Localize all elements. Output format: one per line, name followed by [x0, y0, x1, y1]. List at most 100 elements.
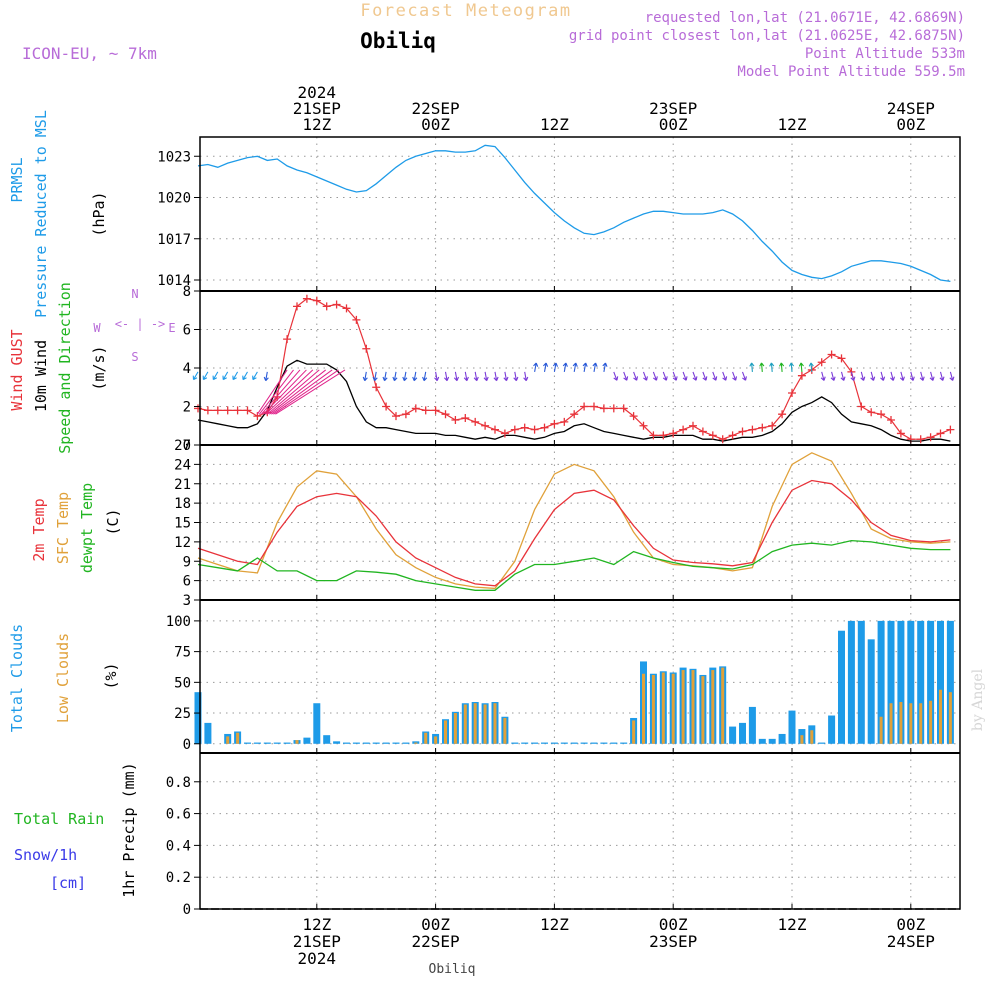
gust-point — [411, 404, 420, 413]
y-tick-label: 1023 — [157, 149, 191, 165]
bottom-time-label: 22SEP — [412, 932, 460, 951]
total-clouds-bar — [194, 692, 202, 744]
total-clouds-bar — [768, 738, 776, 744]
y-tick-label: 1014 — [157, 273, 191, 289]
total-clouds-bar — [828, 715, 836, 744]
gust-point — [639, 421, 648, 430]
total-clouds-bar — [352, 742, 360, 744]
total-clouds-bar — [531, 742, 539, 744]
wind-direction-arrow — [830, 371, 836, 381]
gust-point — [352, 315, 361, 324]
gust-point — [401, 410, 410, 419]
wind-direction-arrow — [623, 371, 629, 381]
wind-direction-arrow — [949, 371, 955, 381]
point-altitude: Point Altitude 533m — [805, 46, 965, 62]
wind-hatch-line — [259, 369, 294, 415]
compass-south: S — [131, 350, 138, 364]
wind-direction-arrow — [749, 362, 755, 372]
total-clouds-bar — [303, 737, 311, 744]
wind-direction-arrow — [422, 371, 428, 382]
y-tick-label: 2 — [183, 400, 191, 416]
wind-direction-arrow — [252, 371, 258, 381]
total-clouds-bar — [244, 742, 251, 744]
gust-point — [857, 402, 866, 411]
total-clouds-bar — [541, 742, 548, 744]
wind-direction-arrow — [890, 371, 896, 381]
sfc-temp-line — [197, 452, 951, 590]
y-tick-label: 0.4 — [166, 838, 191, 854]
precip-label-unit: 1hr Precip (mm) — [120, 762, 138, 897]
gust-point — [283, 335, 292, 344]
gust-point — [560, 417, 569, 426]
gust-point — [342, 304, 351, 313]
y-tick-label: 1020 — [157, 191, 191, 207]
wind-direction-arrow — [212, 371, 219, 381]
requested-coords: requested lon,lat (21.0671E, 42.6869N) — [645, 10, 965, 26]
gust-point — [540, 423, 549, 432]
wind-direction-arrow — [759, 362, 765, 372]
wind-direction-arrow — [572, 362, 578, 372]
low-clouds-bar — [671, 673, 675, 744]
total-clouds-bar — [610, 742, 618, 744]
wind-hatch-line — [261, 369, 301, 415]
total-clouds-bar — [946, 620, 954, 744]
low-clouds-bar — [424, 732, 428, 744]
wind-direction-arrow — [788, 362, 795, 372]
low-clouds-bar — [879, 716, 883, 744]
wind-direction-arrow — [769, 362, 775, 372]
wind-direction-arrow — [473, 371, 479, 382]
low-clouds-bar — [453, 713, 457, 744]
y-tick-label: 50 — [174, 675, 191, 691]
total-clouds-bar — [392, 742, 400, 744]
top-time-label: 12Z — [778, 115, 807, 134]
top-time-label: 23SEP — [649, 99, 697, 118]
wind-label-unit: (m/s) — [90, 345, 108, 390]
top-time-label: 00Z — [896, 115, 925, 134]
wind-direction-arrow — [562, 362, 568, 372]
wind-direction-arrow — [392, 371, 398, 382]
wind-direction-arrow — [463, 371, 469, 382]
low-clouds-bar — [691, 670, 695, 744]
pressure-label-prmsl: PRMSL — [8, 157, 26, 202]
total-clouds-bar — [857, 620, 865, 744]
gust-point — [659, 431, 668, 440]
total-clouds-bar — [887, 620, 895, 744]
wind-direction-arrow — [513, 371, 519, 382]
dewpt-temp-line — [197, 539, 951, 591]
gust-point — [619, 404, 628, 413]
model-label: ICON-EU, ~ 7km — [22, 44, 157, 63]
wind-direction-arrow — [434, 371, 440, 382]
2m-temp-line — [197, 479, 951, 587]
wind-direction-arrow — [939, 371, 945, 381]
total-clouds-bar — [343, 742, 350, 744]
gust-point — [441, 410, 450, 419]
gust-point — [847, 367, 856, 376]
gust-point — [926, 433, 935, 442]
total-clouds-bar — [580, 742, 588, 744]
wind-direction-arrow — [503, 371, 509, 382]
wind-direction-arrow — [483, 371, 489, 382]
low-clouds-bar — [929, 700, 933, 744]
gust-point — [877, 410, 886, 419]
total-clouds-bar — [788, 710, 796, 744]
total-clouds-bar — [333, 741, 341, 744]
top-time-label: 00Z — [421, 115, 450, 134]
total-clouds-bar — [372, 742, 380, 744]
gust-point — [570, 410, 579, 419]
temp-label-dewpt: dewpt Temp — [78, 483, 96, 573]
low-clouds-bar — [661, 672, 665, 744]
gust-point — [293, 302, 301, 311]
total-clouds-bar — [550, 742, 558, 744]
total-clouds-bar — [570, 742, 578, 744]
bottom-time-label: 23SEP — [649, 932, 697, 951]
gust-point — [580, 402, 589, 411]
gust-point — [223, 406, 232, 415]
wind-direction-arrow — [909, 371, 915, 381]
gridpoint-coords: grid point closest lon,lat (21.0625E, 42… — [569, 28, 965, 44]
wind-direction-arrow — [443, 371, 450, 382]
low-clouds-bar — [721, 667, 725, 744]
wind-direction-arrow — [672, 371, 678, 381]
wind-label-speed-dir: Speed and Direction — [56, 282, 74, 454]
total-clouds-bar — [838, 630, 845, 744]
gust-point — [599, 404, 608, 413]
